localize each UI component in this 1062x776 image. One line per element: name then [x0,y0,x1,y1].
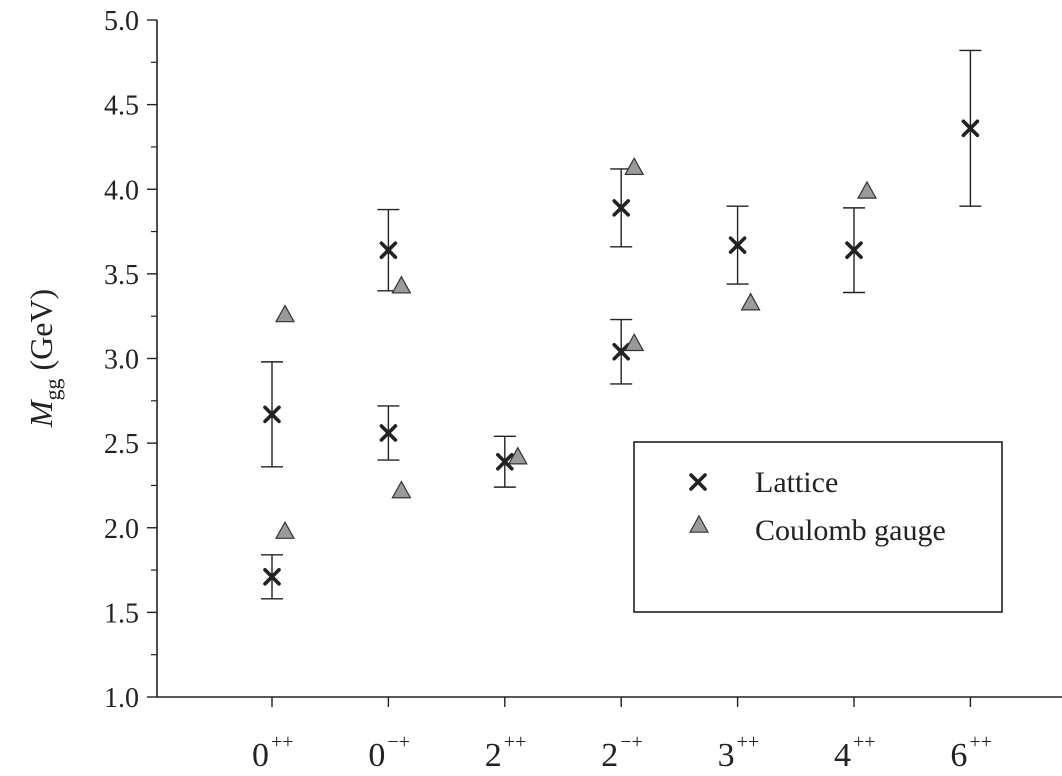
x-tick-label-superscript: ++ [969,731,992,753]
x-tick-label-base: 6 [950,737,967,774]
legend: Lattice Coulomb gauge [633,441,1003,613]
data-marks [261,49,982,600]
x-marker-stroke [263,405,281,424]
x-marker-stroke [961,119,980,138]
lattice-point [495,452,514,471]
x-tick-label-superscript: ++ [504,731,527,753]
coulomb-gauge-point [391,480,412,499]
x-tick-label: 6 ++ [950,731,992,774]
x-tick-label: 2 ++ [485,731,527,774]
coulomb-gauge-point [391,275,412,294]
coulomb-gauge-point [274,304,296,323]
y-tick-label: 2.5 [104,429,139,460]
x-marker-stroke [495,452,514,471]
legend-lattice-label: Lattice [755,466,838,499]
y-tick-label: 3.0 [104,345,139,376]
y-axis-unit: (GeV) [23,289,59,371]
lattice-point [612,342,631,361]
legend-lattice-marker [689,473,707,491]
coulomb-gauge-point [624,333,645,352]
x-tick-label-base: 2 [485,737,502,774]
x-tick-label: 0 ++ [252,731,294,774]
y-axis-subscript: gg [40,379,65,401]
lattice-point [379,424,398,442]
x-tick-label-superscript: −+ [387,731,410,753]
legend-coulomb-marker [688,514,710,533]
y-tick-label: 5.0 [104,6,139,37]
x-marker-stroke [263,568,281,586]
x-tick-label-base: 3 [718,737,735,774]
lattice-point [845,241,863,259]
x-tick-label: 2 −+ [601,731,643,774]
coulomb-gauge-point [740,292,761,311]
coulomb-gauge-point [624,157,645,176]
x-marker-stroke [379,424,398,442]
y-axis-label: Mgg (GeV) [23,289,65,428]
coulomb-gauge-point [507,446,528,465]
x-tick-label-superscript: ++ [737,731,760,753]
x-tick-label-superscript: ++ [271,731,294,753]
y-tick-label: 1.0 [104,683,139,714]
y-tick-label: 2.0 [104,514,139,545]
x-tick-label-base: 0 [368,737,385,774]
lattice-point [728,236,747,254]
x-tick-label: 3 ++ [718,731,760,774]
y-tick-label: 3.5 [104,260,139,291]
coulomb-gauge-point [274,520,296,539]
lattice-point [263,568,281,586]
x-marker-stroke [379,241,398,259]
x-marker-stroke [612,342,631,361]
y-axis-symbol: M [23,398,59,428]
x-tick-label-superscript: −+ [620,731,643,753]
x-marker-stroke [728,236,747,254]
y-axis-title: Mgg (GeV) [23,289,65,428]
legend-coulomb-label: Coulomb gauge [755,514,946,547]
lattice-point [263,405,281,424]
x-marker-stroke [612,199,631,217]
y-tick-label: 1.5 [104,598,139,629]
x-tick-label-base: 0 [252,737,269,774]
x-tick-label: 4 ++ [834,731,876,774]
coulomb-gauge-point [856,180,878,199]
x-marker-stroke [689,473,707,491]
axes: 1.01.52.02.53.03.54.04.55.00 ++ 0 −+ 2 ++ 2 −+ 3… [104,6,1062,774]
lattice-point [961,119,980,138]
x-tick-label-superscript: ++ [853,731,876,753]
x-tick-label-base: 2 [601,737,618,774]
x-tick-label-base: 4 [834,737,851,774]
y-tick-label: 4.0 [104,175,139,206]
lattice-point [379,241,398,259]
y-tick-label: 4.5 [104,91,139,122]
lattice-point [612,199,631,217]
x-marker-stroke [845,241,863,259]
x-tick-label: 0 −+ [368,731,410,774]
